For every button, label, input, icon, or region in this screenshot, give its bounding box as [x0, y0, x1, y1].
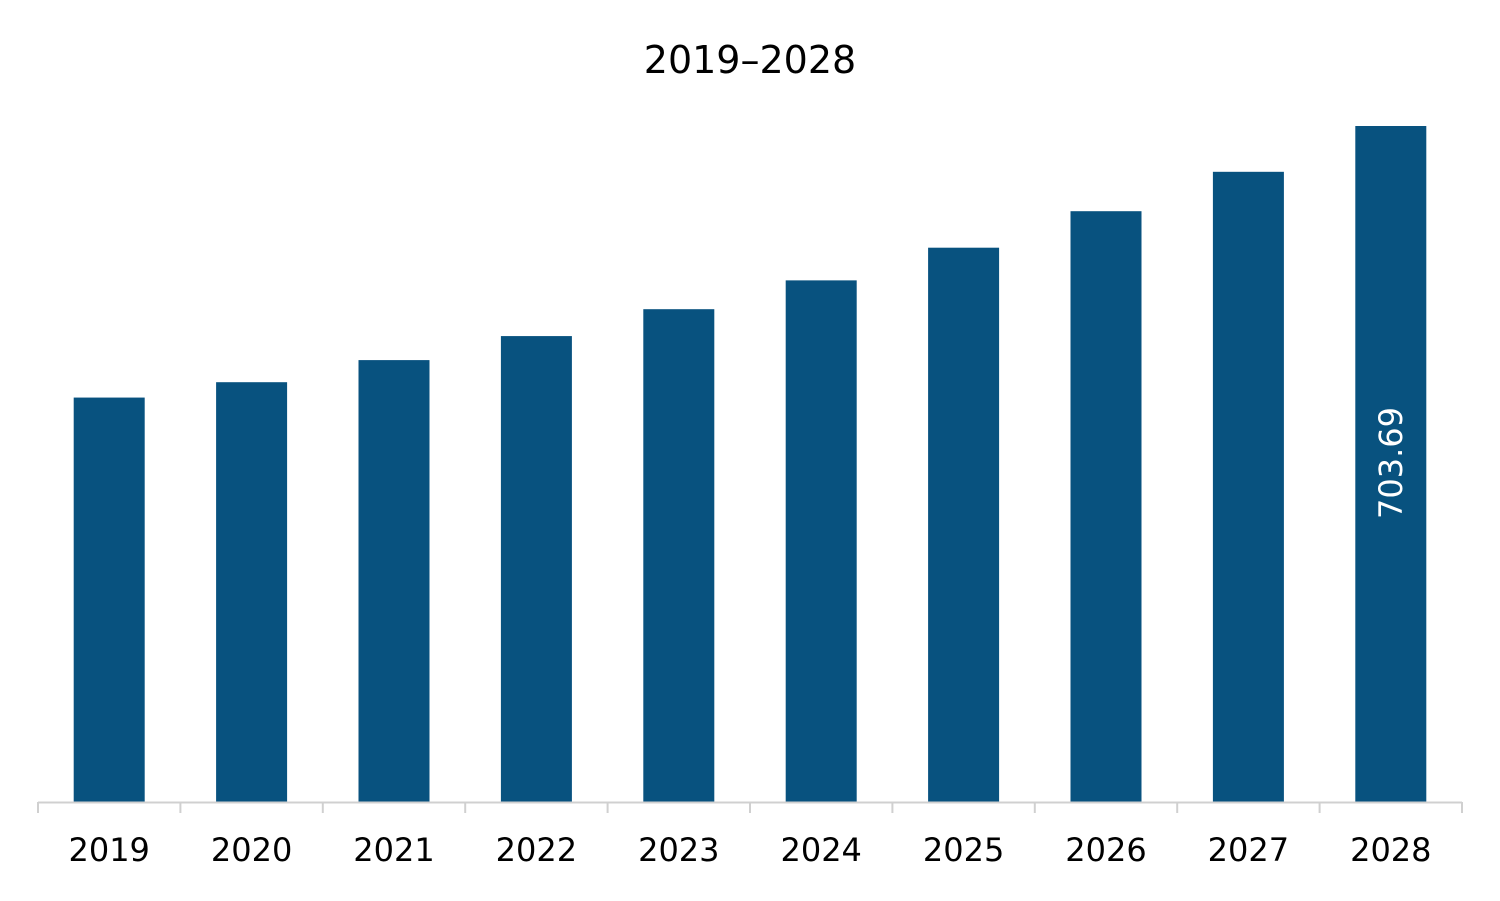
x-tick-label-2020: 2020 — [211, 831, 292, 869]
bars-group — [73, 126, 1427, 802]
data-labels: 703.69 — [1372, 407, 1410, 519]
data-label-2028: 703.69 — [1372, 407, 1410, 519]
bar-2026 — [1070, 211, 1142, 802]
x-tick-label-2021: 2021 — [353, 831, 434, 869]
bar-2022 — [500, 336, 572, 802]
x-tick-label-2019: 2019 — [68, 831, 149, 869]
bar-2027 — [1212, 171, 1284, 802]
bar-2024 — [785, 280, 857, 802]
x-axis — [37, 801, 1463, 813]
bar-2019 — [73, 397, 145, 802]
bar-2025 — [928, 247, 1000, 802]
x-tick-label-2026: 2026 — [1065, 831, 1146, 869]
x-tick-label-2025: 2025 — [923, 831, 1004, 869]
bar-2023 — [643, 309, 715, 802]
bar-2028 — [1355, 126, 1427, 802]
bar-2021 — [358, 360, 430, 802]
x-tick-label-2028: 2028 — [1350, 831, 1431, 869]
x-tick-labels: 2019 2020 2021 2022 2023 2024 2025 2026 2027 2028 — [68, 831, 1431, 869]
x-tick-label-2024: 2024 — [780, 831, 861, 869]
x-tick-label-2022: 2022 — [496, 831, 577, 869]
x-tick-label-2023: 2023 — [638, 831, 719, 869]
x-tick-label-2027: 2027 — [1208, 831, 1289, 869]
chart-title: 2019–2028 — [644, 38, 856, 82]
bar-2020 — [216, 382, 288, 802]
